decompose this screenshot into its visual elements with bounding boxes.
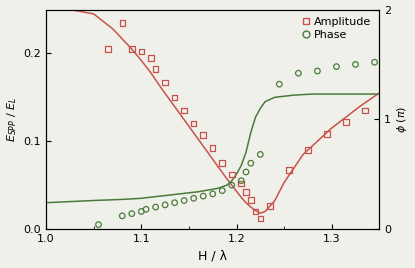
Point [362,108,369,113]
Point [181,198,188,203]
Point [352,62,359,66]
Point [228,172,235,177]
Point [243,190,249,194]
Point [190,121,197,126]
Point [324,132,330,136]
Point [257,152,264,157]
Y-axis label: $E_{SPP}\ /\ E_L$: $E_{SPP}\ /\ E_L$ [5,96,20,142]
Point [181,108,188,113]
Point [257,216,264,221]
Point [219,161,225,165]
Y-axis label: $\phi\ (\pi)$: $\phi\ (\pi)$ [395,106,410,133]
Point [266,204,273,208]
Point [219,188,225,193]
Point [105,47,111,51]
Point [200,133,207,137]
Point [238,181,244,185]
Legend: Amplitude, Phase: Amplitude, Phase [299,15,374,42]
Point [138,50,145,54]
Point [190,196,197,200]
Point [305,148,311,152]
Point [286,168,292,172]
Point [343,120,349,124]
Point [171,95,178,99]
Point [143,207,149,211]
Point [95,222,102,227]
Point [276,82,283,86]
Point [238,178,244,183]
Point [152,205,159,209]
Point [210,192,216,196]
Point [295,71,302,75]
Point [129,47,135,51]
X-axis label: H / λ: H / λ [198,250,227,262]
Point [119,21,126,25]
Point [152,67,159,71]
Point [138,209,145,214]
Point [247,161,254,165]
Point [171,200,178,205]
Point [314,69,321,73]
Point [228,183,235,187]
Point [333,65,340,69]
Point [371,60,378,64]
Point [252,209,259,214]
Point [129,211,135,216]
Point [162,203,168,207]
Point [210,146,216,150]
Point [147,56,154,60]
Point [119,214,126,218]
Point [247,198,254,202]
Point [162,80,168,85]
Point [200,194,207,198]
Point [243,170,249,174]
